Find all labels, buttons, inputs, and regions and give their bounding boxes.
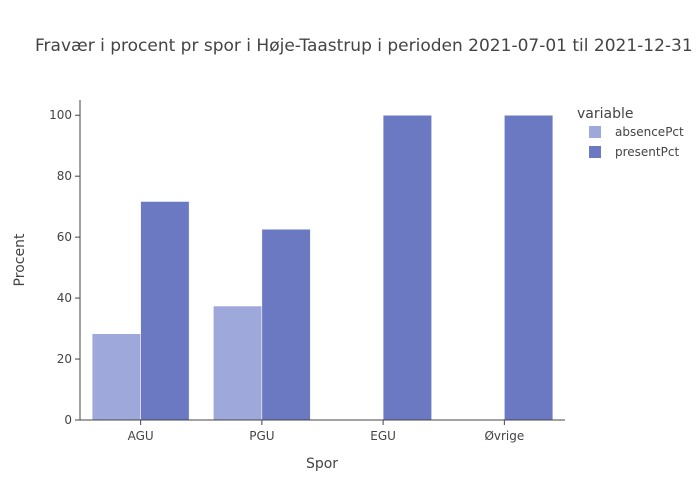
x-axis-title: Spor bbox=[306, 456, 338, 472]
x-tick-label: Øvrige bbox=[484, 429, 524, 443]
x-tick-label: AGU bbox=[128, 429, 154, 443]
chart-title: Fravær i procent pr spor i Høje-Taastrup… bbox=[35, 36, 693, 56]
bar-presentPct-EGU[interactable] bbox=[382, 114, 432, 421]
bar-absencePct-AGU[interactable] bbox=[91, 333, 141, 421]
x-tick-label: EGU bbox=[370, 429, 396, 443]
y-tick-label: 100 bbox=[49, 108, 72, 122]
legend-label-absencePct[interactable]: absencePct bbox=[615, 125, 684, 139]
bar-absencePct-PGU[interactable] bbox=[213, 305, 263, 421]
bar-presentPct-Øvrige[interactable] bbox=[504, 114, 554, 421]
y-tick-label: 60 bbox=[57, 230, 72, 244]
legend[interactable]: variable absencePct presentPct bbox=[577, 106, 684, 159]
bar-presentPct-PGU[interactable] bbox=[261, 228, 311, 421]
legend-swatch-presentPct[interactable] bbox=[589, 146, 601, 158]
x-tick-label: PGU bbox=[249, 429, 274, 443]
y-axis-title: Procent bbox=[12, 233, 28, 286]
y-tick-label: 80 bbox=[57, 169, 72, 183]
y-tick-label: 40 bbox=[57, 291, 72, 305]
y-tick-label: 0 bbox=[64, 413, 72, 427]
y-axis-ticks: 0 20 40 60 80 100 bbox=[49, 108, 80, 427]
plot-area bbox=[91, 114, 554, 421]
y-tick-label: 20 bbox=[57, 352, 72, 366]
x-axis-ticks: AGU PGU EGU Øvrige bbox=[128, 420, 524, 443]
legend-title: variable bbox=[577, 106, 633, 122]
legend-swatch-absencePct[interactable] bbox=[589, 126, 601, 138]
bar-presentPct-AGU[interactable] bbox=[140, 201, 190, 421]
legend-label-presentPct[interactable]: presentPct bbox=[615, 145, 679, 159]
